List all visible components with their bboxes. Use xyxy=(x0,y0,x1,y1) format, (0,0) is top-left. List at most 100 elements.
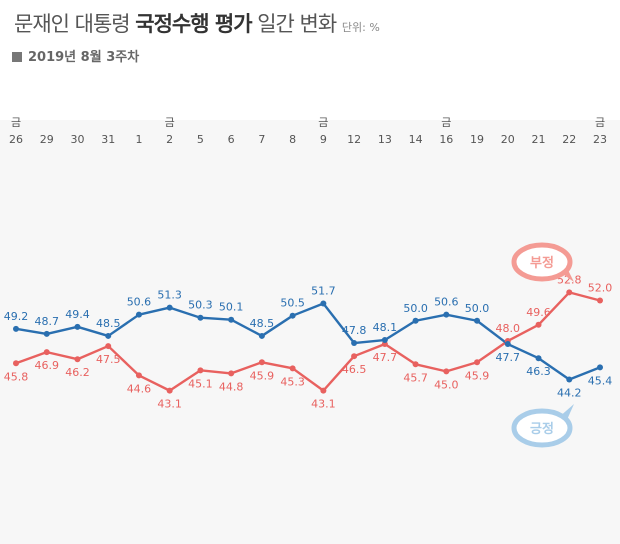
negative-data-label: 46.2 xyxy=(65,366,90,379)
negative-point xyxy=(74,356,81,363)
x-tick-label: 16 xyxy=(439,133,453,146)
positive-legend-bubble-label: 긍정 xyxy=(530,421,554,437)
positive-point xyxy=(105,332,112,339)
positive-point xyxy=(566,376,573,383)
positive-legend-bubble xyxy=(511,408,573,448)
negative-point xyxy=(197,367,204,374)
negative-data-label: 47.7 xyxy=(373,351,398,364)
positive-data-label: 48.1 xyxy=(373,321,398,334)
title-plain: 문재인 대통령 xyxy=(14,12,131,36)
title-tail: 일간 변화 xyxy=(257,12,337,36)
positive-data-label: 48.5 xyxy=(96,317,121,330)
positive-point xyxy=(443,311,450,318)
x-tick-label: 2 xyxy=(166,133,173,146)
negative-point xyxy=(166,387,173,394)
positive-data-label: 50.0 xyxy=(403,302,428,315)
positive-data-label: 49.4 xyxy=(65,308,90,321)
negative-point xyxy=(320,387,327,394)
negative-point xyxy=(135,372,142,379)
negative-data-label: 46.9 xyxy=(34,359,59,372)
negative-point xyxy=(351,353,358,360)
negative-point xyxy=(228,370,235,377)
x-tick-label: 5 xyxy=(197,133,204,146)
positive-point xyxy=(43,330,50,337)
positive-point xyxy=(228,316,235,323)
x-tick-label: 22 xyxy=(562,133,576,146)
chart-panel xyxy=(0,120,620,544)
positive-data-label: 50.6 xyxy=(127,296,152,309)
friday-marker: 금 xyxy=(165,116,175,129)
friday-marker: 금 xyxy=(318,116,328,129)
positive-point xyxy=(412,317,419,324)
negative-series-line xyxy=(15,291,601,392)
positive-data-label: 47.7 xyxy=(496,351,521,364)
x-tick-label: 29 xyxy=(40,133,54,146)
x-tick-label: 30 xyxy=(70,133,84,146)
negative-data-label: 45.7 xyxy=(403,371,428,384)
negative-legend-bubble xyxy=(511,242,573,282)
square-bullet-icon xyxy=(12,52,22,62)
x-tick-label: 31 xyxy=(101,133,115,146)
negative-point xyxy=(412,361,419,368)
negative-data-label: 45.9 xyxy=(465,369,490,382)
positive-data-label: 50.1 xyxy=(219,301,244,314)
positive-data-label: 45.4 xyxy=(588,374,613,387)
positive-point xyxy=(597,364,603,371)
negative-data-label: 47.5 xyxy=(96,353,121,366)
x-tick-label: 6 xyxy=(228,133,235,146)
positive-point xyxy=(197,314,204,321)
negative-data-label: 45.3 xyxy=(280,375,305,388)
positive-data-label: 49.2 xyxy=(4,310,29,323)
negative-point xyxy=(535,321,542,328)
positive-point xyxy=(351,340,358,347)
negative-point xyxy=(13,360,19,367)
negative-data-label: 45.8 xyxy=(4,370,29,383)
negative-point xyxy=(105,343,112,350)
x-tick-label: 21 xyxy=(532,133,546,146)
subtitle-text: 2019년 8월 3주차 xyxy=(28,50,140,65)
positive-data-label: 50.6 xyxy=(434,296,459,309)
positive-data-label: 50.5 xyxy=(280,297,305,310)
friday-marker: 금 xyxy=(441,116,451,129)
x-tick-label: 7 xyxy=(258,133,265,146)
friday-marker: 금 xyxy=(595,116,605,129)
negative-data-label: 43.1 xyxy=(157,398,182,411)
title-bold: 국정수행 평가 xyxy=(135,12,252,36)
x-tick-label: 8 xyxy=(289,133,296,146)
x-tick-label: 20 xyxy=(501,133,515,146)
positive-data-label: 51.7 xyxy=(311,285,336,298)
positive-point xyxy=(474,317,481,324)
x-tick-label: 23 xyxy=(593,133,607,146)
positive-data-label: 48.5 xyxy=(250,317,275,330)
negative-data-label: 52.0 xyxy=(588,282,613,295)
positive-point xyxy=(504,341,511,348)
negative-data-label: 44.6 xyxy=(127,382,152,395)
negative-data-label: 46.5 xyxy=(342,363,367,376)
positive-point xyxy=(74,323,81,330)
negative-data-label: 45.0 xyxy=(434,378,459,391)
positive-data-label: 50.3 xyxy=(188,299,213,312)
positive-data-label: 47.8 xyxy=(342,324,367,337)
unit-label: 단위: % xyxy=(341,21,380,34)
x-tick-label: 19 xyxy=(470,133,484,146)
negative-data-label: 43.1 xyxy=(311,398,336,411)
positive-point xyxy=(13,325,19,332)
x-tick-label: 1 xyxy=(135,133,142,146)
x-tick-label: 13 xyxy=(378,133,392,146)
negative-data-label: 44.8 xyxy=(219,380,244,393)
positive-data-label: 48.7 xyxy=(34,315,59,328)
x-tick-label: 12 xyxy=(347,133,361,146)
negative-data-label: 45.1 xyxy=(188,377,213,390)
positive-point xyxy=(289,312,296,319)
negative-data-label: 48.0 xyxy=(496,322,521,335)
friday-marker: 금 xyxy=(11,116,21,129)
negative-point xyxy=(289,365,296,372)
negative-legend-bubble-label: 부정 xyxy=(530,255,554,271)
x-tick-label: 26 xyxy=(9,133,23,146)
negative-point xyxy=(258,359,265,366)
negative-point xyxy=(597,297,603,304)
positive-data-label: 44.2 xyxy=(557,386,582,399)
x-tick-label: 14 xyxy=(409,133,423,146)
x-tick-label: 9 xyxy=(320,133,327,146)
